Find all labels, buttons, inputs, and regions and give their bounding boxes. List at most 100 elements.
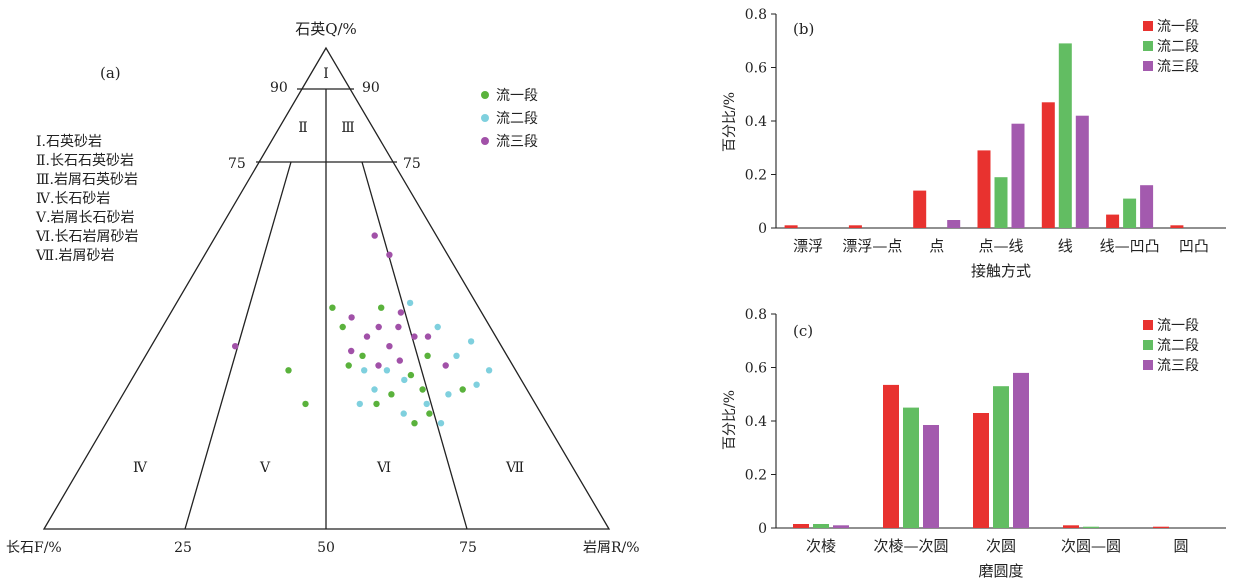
ternary-points [232,232,493,427]
ternary-point-s2-13 [361,367,368,374]
panel-c-marks: 0 0.2 0.4 0.6 0.8 次棱 次棱—次圆 次圆 次圆—圆 圆 [745,307,1189,555]
ternary-point-s2-11 [400,410,407,417]
ternary-point-s2-3 [445,391,452,398]
class-item-5: Ⅴ.岩屑长石砂岩 [35,210,135,226]
class-item-2: Ⅱ.长石石英砂岩 [36,152,134,169]
right-corner-label: 岩屑R/% [583,540,640,556]
class-item-1: Ⅰ.石英砂岩 [36,133,102,150]
region-label-5: Ⅴ [259,460,271,476]
panel-b-bar-3-s2 [994,177,1008,228]
panel-c-ytick-label-1: 0.2 [745,468,767,484]
panel-c-bar-1-s3 [923,425,939,528]
panel-b-ytick-label-3: 0.6 [745,61,767,77]
ternary-point-s1-1 [407,371,415,379]
class-item-3: Ⅲ.岩屑石英砂岩 [36,171,138,188]
panel-b-category-label-2: 点 [929,237,944,255]
panel-c-bar-2-s2 [993,386,1009,528]
apex-label: 石英Q/% [295,20,357,38]
panel-b-ylabel: 百分比/% [722,92,738,152]
ternary-point-s3-12 [348,347,355,355]
ternary-point-s2-4 [423,400,430,408]
panel-c-ytick-label-0: 0 [758,521,767,537]
panel-b-bar-2-s3 [947,220,961,228]
ternary-point-s1-10 [339,323,346,331]
panel-b-ytick-label-2: 0.4 [745,114,767,130]
panel-b-bar-1-s1 [848,225,862,228]
ternary-point-s2-5 [383,367,391,374]
legend-a-dot-2 [481,114,489,122]
ternary-point-s3-15 [232,343,239,350]
panel-c-xlabel: 磨圆度 [978,562,1023,580]
line-right-75 [361,161,468,530]
ternary-point-s1-8 [419,386,426,393]
panel-b-bar-4-s2 [1058,43,1072,229]
region-label-4: Ⅳ [133,460,148,476]
region-label-2: Ⅱ [298,120,308,136]
ternary-point-s2-12 [437,420,445,427]
ternary-point-s2-14 [434,323,441,331]
panel-c-bar-0-s3 [833,525,849,528]
ternary-point-s1-5 [359,352,366,359]
legend-b-swatch-2 [1143,41,1153,51]
legend-a-label-3: 流三段 [496,134,538,150]
ternary-point-s1-11 [378,304,385,311]
ternary-point-s3-13 [386,251,393,258]
ternary-point-s3-14 [371,232,378,239]
ternary-point-s1-7 [388,391,395,398]
ternary-point-s3-6 [411,333,418,340]
ternary-point-s1-15 [285,367,292,374]
tick-base-50: 50 [317,540,335,556]
panel-c-bar-2-s1 [973,413,989,528]
ternary-point-s1-6 [411,420,418,427]
tick-q90-left: 90 [270,80,288,96]
panel-c-category-label-4: 圆 [1173,537,1188,555]
legend-a-label-2: 流二段 [496,111,538,127]
panel-b-label: (b) [793,20,814,38]
ternary-point-s1-2 [302,400,309,408]
ternary-point-s2-6 [453,352,460,359]
ternary-point-s3-11 [424,333,432,340]
panel-c-bar-3-s1 [1063,525,1079,528]
ternary-point-s1-14 [426,410,433,417]
panel-b-category-label-6: 凹凸 [1179,237,1209,255]
legend-b-swatch-3 [1143,61,1153,71]
legend-c-swatch-3 [1143,360,1153,370]
panel-c-bar-1-s1 [883,384,899,528]
region-label-7: Ⅶ [505,460,524,476]
region-label-1: Ⅰ [323,66,329,82]
ternary-point-s1-4 [329,304,336,311]
tick-q75-right: 75 [403,156,421,172]
panel-c-bar-2-s3 [1013,372,1029,528]
ternary-point-s2-2 [401,376,408,384]
panel-b-bar-0-s1 [784,225,798,228]
panel-b-xlabel: 接触方式 [971,262,1031,280]
panel-c-label: (c) [793,322,813,340]
legend-c-label-3: 流三段 [1157,358,1199,374]
legend-b-label-1: 流一段 [1157,19,1199,35]
panel-b-category-label-1: 漂浮—点 [842,237,902,255]
ternary-panel: (a) 石英Q/% 长石F/% 岩屑R/% 90 90 75 75 25 50 … [6,20,640,556]
panel-c-ytick-label-2: 0.4 [745,414,767,430]
ternary-point-s3-3 [395,323,402,331]
legend-c-label-1: 流一段 [1157,318,1199,334]
region-label-3: Ⅲ [341,120,355,136]
panel-b-bar-4-s1 [1041,102,1055,228]
panel-c-bar-4-s1 [1153,526,1169,528]
legend-b-label-2: 流二段 [1157,39,1199,55]
ternary-point-s1-13 [459,386,466,393]
panel-c-ylabel: 百分比/% [722,390,738,450]
panel-c-category-label-0: 次棱 [806,537,836,555]
panel-b-ytick-label-0: 0 [758,221,767,237]
panel-a-label: (a) [100,64,121,82]
panel-c-category-label-3: 次圆—圆 [1061,537,1121,555]
ternary-point-s3-8 [396,357,403,364]
panel-b-ytick-label-4: 0.8 [745,7,767,23]
legend-a-dot-3 [481,137,489,145]
ternary-point-s3-1 [363,333,371,340]
panel-c-ytick-label-3: 0.6 [745,361,767,377]
legend-c-label-2: 流二段 [1157,338,1199,354]
tick-base-75: 75 [459,540,477,556]
panel-b-bar-5-s2 [1123,198,1137,228]
ternary-point-s3-4 [348,314,355,321]
panel-b-bar-6-s1 [1170,225,1184,228]
